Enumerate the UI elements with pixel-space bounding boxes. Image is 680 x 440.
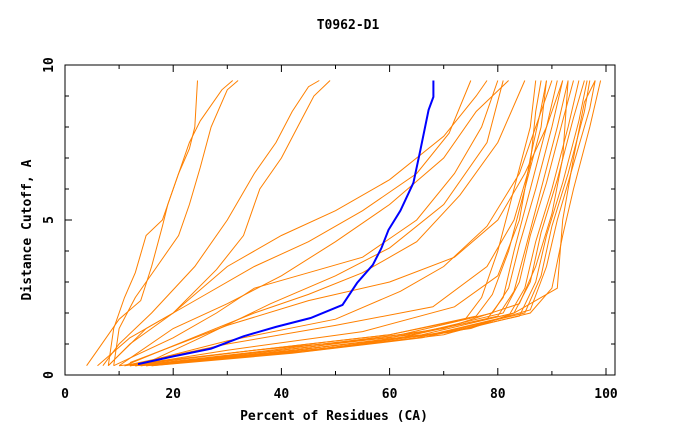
plot-frame <box>64 64 616 376</box>
x-tick-label: 60 <box>382 387 398 402</box>
model-curve-26 <box>151 80 596 367</box>
model-curve-24 <box>146 80 596 367</box>
model-curve-16 <box>129 80 558 367</box>
y-axis-label: Distance Cutoff, A <box>20 159 35 300</box>
y-tick-label: 5 <box>42 216 57 224</box>
y-tick-label: 0 <box>42 371 57 379</box>
model-curve-9 <box>124 80 526 367</box>
model-curve-19 <box>135 80 574 367</box>
model-curve-18 <box>140 80 569 367</box>
model-curve-3 <box>113 80 239 366</box>
model-curve-5 <box>107 80 331 367</box>
model-curve-15 <box>124 80 547 367</box>
x-tick-label: 80 <box>490 387 506 402</box>
highlight-curve <box>137 80 435 366</box>
model-curve-29 <box>135 80 569 367</box>
model-curve-2 <box>107 80 234 366</box>
model-curve-13 <box>129 80 564 364</box>
x-tick-label: 20 <box>165 387 181 402</box>
model-curve-6 <box>118 80 509 367</box>
model-curve-8 <box>113 80 499 367</box>
axes: 0 20 40 60 80 100 0 5 10 <box>42 57 618 402</box>
x-tick-label: 100 <box>594 387 618 402</box>
x-tick-label: 0 <box>61 387 69 402</box>
model-curve-1 <box>86 80 198 366</box>
model-curve-27 <box>129 80 547 367</box>
model-curve-12 <box>107 80 472 367</box>
model-curve-23 <box>140 80 591 367</box>
x-axis-label: Percent of Residues (CA) <box>240 409 428 424</box>
curves <box>86 80 602 367</box>
model-curve-17 <box>135 80 564 367</box>
model-curve-7 <box>140 80 504 367</box>
chart-title: T0962-D1 <box>317 18 380 33</box>
model-curve-4 <box>102 80 320 366</box>
x-tick-label: 40 <box>274 387 290 402</box>
y-tick-label: 10 <box>42 57 57 73</box>
model-curve-28 <box>124 80 542 367</box>
